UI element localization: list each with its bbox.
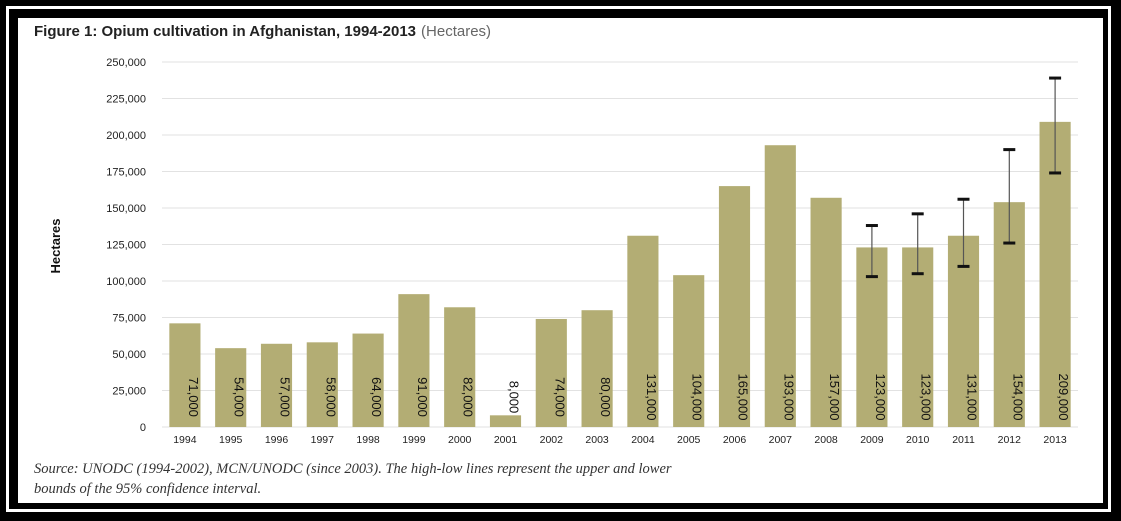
y-tick-label: 125,000 (106, 240, 146, 252)
data-label-2000: 82,000 (461, 377, 476, 417)
y-tick-label: 50,000 (112, 349, 146, 361)
data-label-1995: 54,000 (232, 377, 247, 417)
chart-title: Figure 1: Opium cultivation in Afghanist… (34, 23, 491, 40)
error-bar-2010 (911, 212, 924, 276)
data-label-1994: 71,000 (186, 377, 201, 417)
data-label-2008: 157,000 (827, 374, 842, 421)
data-label-1998: 64,000 (369, 377, 384, 417)
data-labels: 71,000 54,000 57,000 58,000 64,000 91,000 82,0… (186, 374, 1071, 421)
x-tick-label: 2010 (906, 434, 930, 446)
y-tick-label: 250,000 (106, 57, 146, 69)
data-label-1997: 58,000 (323, 377, 338, 417)
x-tick-label: 2006 (723, 434, 747, 446)
data-label-2001: 8,000 (507, 381, 522, 414)
error-bars (865, 76, 1062, 279)
source-line-2: bounds of the 95% confidence interval. (34, 481, 261, 497)
x-tick-label: 1995 (219, 434, 243, 446)
x-tick-label: 2011 (952, 434, 975, 446)
bar-1994 (169, 323, 201, 427)
data-label-1996: 57,000 (278, 377, 293, 417)
bar-2002 (535, 318, 567, 427)
bar-2007 (764, 145, 796, 427)
data-label-2004: 131,000 (644, 374, 659, 421)
x-tick-label: 1994 (173, 434, 197, 446)
y-axis-ticks: 0 25,000 50,000 75,000 100,000 125,000 150,000… (106, 57, 146, 434)
data-label-2007: 193,000 (781, 374, 796, 421)
error-bar-2013 (1049, 76, 1062, 175)
x-tick-label: 1998 (356, 434, 380, 446)
y-tick-label: 0 (140, 422, 146, 434)
bar-2001 (489, 415, 522, 427)
error-bar-2011 (957, 197, 970, 268)
bar-2008 (810, 197, 842, 427)
bar-1995 (215, 348, 247, 427)
x-tick-label: 1996 (265, 434, 289, 446)
y-tick-label: 75,000 (112, 313, 146, 325)
data-label-2013: 209,000 (1056, 374, 1071, 421)
x-tick-label: 1997 (311, 434, 335, 446)
x-axis-ticks: 1994 1995 1996 1997 1998 1999 2000 2001 2002 2003… (173, 434, 1067, 446)
bar-2004 (627, 235, 659, 427)
x-tick-label: 2004 (631, 434, 655, 446)
y-tick-label: 175,000 (106, 167, 146, 179)
x-tick-label: 2002 (540, 434, 564, 446)
x-tick-label: 2012 (998, 434, 1022, 446)
data-label-2003: 80,000 (598, 377, 613, 417)
bar-1998 (352, 333, 384, 427)
y-tick-label: 200,000 (106, 130, 146, 142)
x-tick-label: 2003 (585, 434, 609, 446)
data-label-1999: 91,000 (415, 377, 430, 417)
y-tick-label: 25,000 (112, 386, 146, 398)
bar-2005 (673, 275, 705, 427)
bar-1997 (306, 342, 338, 427)
x-tick-label: 2009 (860, 434, 884, 446)
y-tick-label: 225,000 (106, 94, 146, 106)
bar-2000 (444, 307, 476, 427)
data-label-2010: 123,000 (919, 374, 934, 421)
gridlines (162, 61, 1078, 428)
y-tick-label: 150,000 (106, 203, 146, 215)
chart-title-main: Figure 1: Opium cultivation in Afghanist… (34, 23, 416, 40)
bars (169, 121, 1071, 428)
x-tick-label: 2001 (494, 434, 518, 446)
x-tick-label: 2013 (1043, 434, 1067, 446)
data-label-2012: 154,000 (1010, 374, 1025, 421)
data-label-2009: 123,000 (873, 374, 888, 421)
data-label-2011: 131,000 (965, 374, 980, 421)
error-bar-2012 (1003, 148, 1016, 245)
chart-title-unit: (Hectares) (421, 23, 491, 40)
source-line-1: Source: UNODC (1994-2002), MCN/UNODC (si… (34, 461, 672, 477)
x-tick-label: 2007 (769, 434, 793, 446)
bar-1999 (398, 294, 430, 427)
bar-2003 (581, 310, 613, 427)
x-tick-label: 2000 (448, 434, 472, 446)
bar-2010 (902, 247, 934, 427)
x-tick-label: 1999 (402, 434, 426, 446)
data-label-2002: 74,000 (552, 377, 567, 417)
x-tick-label: 2008 (814, 434, 838, 446)
error-bar-2009 (865, 224, 878, 279)
y-tick-label: 100,000 (106, 276, 146, 288)
bar-1996 (260, 343, 293, 427)
data-label-2006: 165,000 (736, 374, 751, 421)
y-axis-label: Hectares (48, 219, 63, 274)
x-tick-label: 2005 (677, 434, 701, 446)
data-label-2005: 104,000 (690, 374, 705, 421)
bar-2006 (718, 186, 751, 427)
